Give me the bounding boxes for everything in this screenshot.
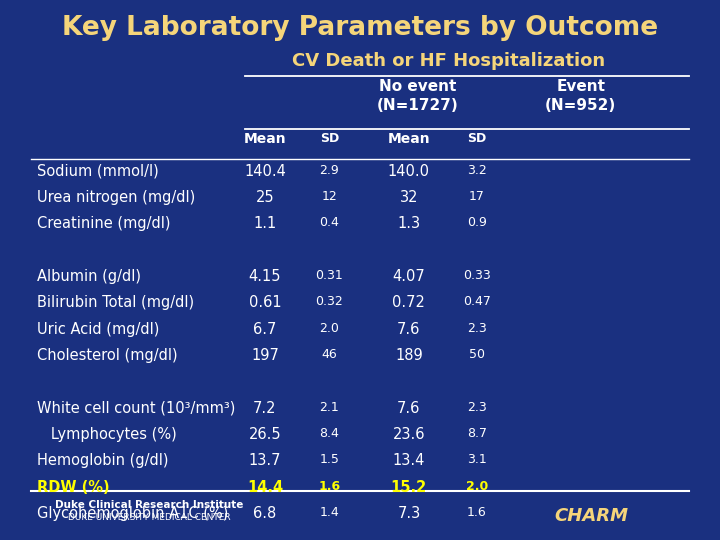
Text: 25: 25 xyxy=(256,190,274,205)
Text: 6.7: 6.7 xyxy=(253,322,276,336)
Text: 14.4: 14.4 xyxy=(247,480,283,495)
Text: 1.3: 1.3 xyxy=(397,217,420,231)
Text: 46: 46 xyxy=(322,348,337,361)
Text: SD: SD xyxy=(320,132,339,145)
Text: 2.0: 2.0 xyxy=(320,322,339,335)
Text: Mean: Mean xyxy=(243,132,287,146)
Text: Key Laboratory Parameters by Outcome: Key Laboratory Parameters by Outcome xyxy=(62,15,658,41)
Text: 2.0: 2.0 xyxy=(466,480,488,492)
Text: 1.6: 1.6 xyxy=(467,506,487,519)
Text: CHARM: CHARM xyxy=(554,508,628,525)
Text: 12: 12 xyxy=(322,190,337,203)
Text: Creatinine (mg/dl): Creatinine (mg/dl) xyxy=(37,217,171,231)
Text: CV Death or HF Hospitalization: CV Death or HF Hospitalization xyxy=(292,52,605,70)
Text: 3.1: 3.1 xyxy=(467,453,487,466)
Text: 26.5: 26.5 xyxy=(248,427,282,442)
Text: Duke Clinical Research Institute: Duke Clinical Research Institute xyxy=(55,500,243,510)
Text: 0.4: 0.4 xyxy=(320,217,339,230)
Text: 2.3: 2.3 xyxy=(467,322,487,335)
Text: 3.2: 3.2 xyxy=(467,164,487,177)
Text: 7.6: 7.6 xyxy=(397,322,420,336)
Text: White cell count (10³/mm³): White cell count (10³/mm³) xyxy=(37,401,236,416)
Text: 140.4: 140.4 xyxy=(244,164,286,179)
Text: 17: 17 xyxy=(469,190,485,203)
Text: 15.2: 15.2 xyxy=(391,480,427,495)
Text: Uric Acid (mg/dl): Uric Acid (mg/dl) xyxy=(37,322,160,336)
Text: 0.31: 0.31 xyxy=(315,269,343,282)
Text: DUKE UNIVERSITY MEDICAL CENTER: DUKE UNIVERSITY MEDICAL CENTER xyxy=(68,513,231,522)
Text: Albumin (g/dl): Albumin (g/dl) xyxy=(37,269,141,284)
Text: No event
(N=1727): No event (N=1727) xyxy=(377,79,459,113)
Text: 13.7: 13.7 xyxy=(248,453,282,468)
Text: Lymphocytes (%): Lymphocytes (%) xyxy=(37,427,177,442)
Text: 4.15: 4.15 xyxy=(248,269,282,284)
Text: 0.47: 0.47 xyxy=(463,295,491,308)
Text: RDW (%): RDW (%) xyxy=(37,480,110,495)
Text: 0.9: 0.9 xyxy=(467,217,487,230)
Text: 1.1: 1.1 xyxy=(253,217,276,231)
Text: Sodium (mmol/l): Sodium (mmol/l) xyxy=(37,164,159,179)
Text: 2.9: 2.9 xyxy=(320,164,339,177)
Text: 197: 197 xyxy=(251,348,279,363)
Text: 0.61: 0.61 xyxy=(248,295,282,310)
Text: 7.2: 7.2 xyxy=(253,401,276,416)
Text: 0.72: 0.72 xyxy=(392,295,426,310)
Text: Bilirubin Total (mg/dl): Bilirubin Total (mg/dl) xyxy=(37,295,194,310)
Text: 8.4: 8.4 xyxy=(320,427,339,440)
Text: Cholesterol (mg/dl): Cholesterol (mg/dl) xyxy=(37,348,178,363)
Text: Hemoglobin (g/dl): Hemoglobin (g/dl) xyxy=(37,453,169,468)
Text: 6.8: 6.8 xyxy=(253,506,276,521)
Text: 0.33: 0.33 xyxy=(463,269,490,282)
Text: 8.7: 8.7 xyxy=(467,427,487,440)
Text: SD: SD xyxy=(467,132,487,145)
Text: 4.07: 4.07 xyxy=(392,269,426,284)
Text: 2.1: 2.1 xyxy=(320,401,339,414)
Text: Event
(N=952): Event (N=952) xyxy=(545,79,616,113)
Text: 7.3: 7.3 xyxy=(397,506,420,521)
Text: 50: 50 xyxy=(469,348,485,361)
Text: 1.4: 1.4 xyxy=(320,506,339,519)
Text: 1.6: 1.6 xyxy=(318,480,341,492)
Text: 32: 32 xyxy=(400,190,418,205)
Text: Glycohemoglobin A1C (%): Glycohemoglobin A1C (%) xyxy=(37,506,229,521)
Text: 189: 189 xyxy=(395,348,423,363)
Text: 1.5: 1.5 xyxy=(320,453,339,466)
Text: 23.6: 23.6 xyxy=(392,427,425,442)
Text: Mean: Mean xyxy=(387,132,431,146)
Text: Urea nitrogen (mg/dl): Urea nitrogen (mg/dl) xyxy=(37,190,196,205)
Text: 0.32: 0.32 xyxy=(315,295,343,308)
Text: 140.0: 140.0 xyxy=(388,164,430,179)
Text: 7.6: 7.6 xyxy=(397,401,420,416)
Text: 2.3: 2.3 xyxy=(467,401,487,414)
Text: 13.4: 13.4 xyxy=(392,453,425,468)
